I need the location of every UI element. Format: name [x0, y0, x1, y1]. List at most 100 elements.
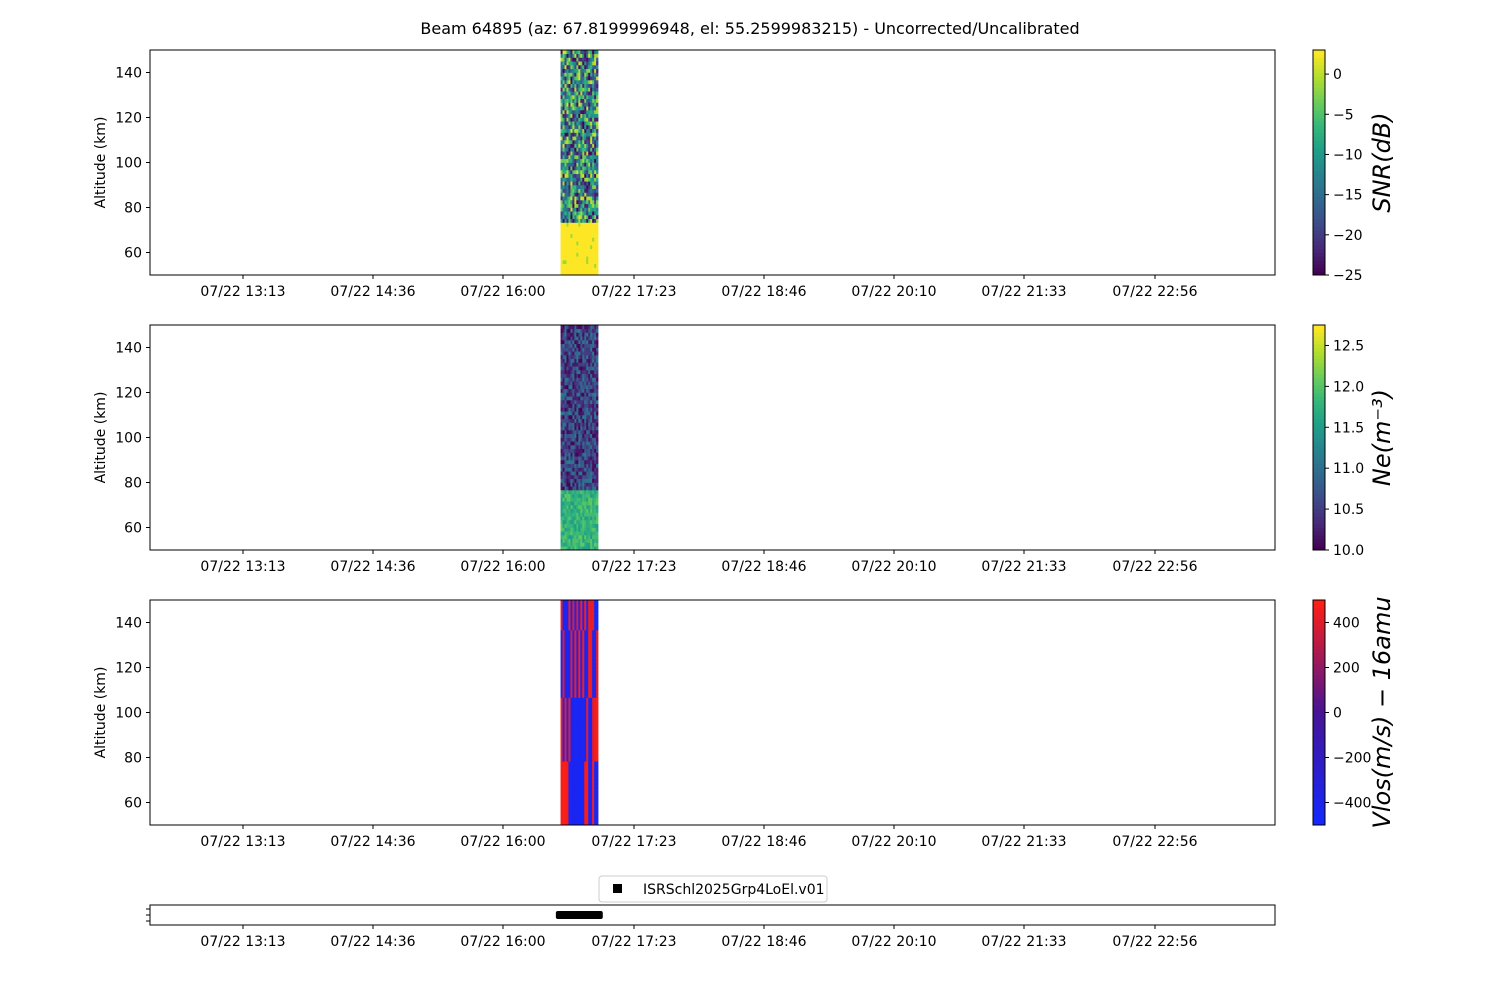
colorbar-tick-label: 0	[1333, 67, 1342, 83]
heatmap-cell	[574, 415, 577, 420]
heatmap-cell	[564, 508, 567, 513]
heatmap-cell	[570, 720, 573, 725]
heatmap-cell	[584, 471, 587, 476]
heatmap-cell	[574, 527, 577, 532]
heatmap-cell	[588, 671, 591, 676]
heatmap-cell	[560, 538, 563, 543]
heatmap-cell	[570, 727, 573, 732]
heatmap-cell	[562, 358, 565, 363]
heatmap-cell	[560, 203, 563, 208]
heatmap-cell	[562, 663, 565, 668]
heatmap-cell	[560, 381, 563, 386]
heatmap-cell	[584, 430, 587, 435]
heatmap-cell	[560, 806, 563, 811]
heatmap-cell	[596, 633, 599, 638]
heatmap-cell	[566, 248, 569, 253]
colorbar-segment	[1313, 196, 1325, 201]
heatmap-cell	[560, 757, 563, 762]
heatmap-cell	[596, 452, 599, 457]
heatmap-cell	[582, 72, 585, 77]
heatmap-cell	[586, 535, 589, 540]
heatmap-cell	[570, 162, 573, 167]
heatmap-cell	[588, 117, 591, 122]
heatmap-cell	[592, 633, 595, 638]
heatmap-cell	[594, 433, 597, 438]
heatmap-cell	[560, 445, 563, 450]
heatmap-cell	[592, 237, 595, 242]
heatmap-cell	[590, 207, 593, 212]
heatmap-cell	[568, 121, 571, 126]
heatmap-cell	[596, 671, 599, 676]
colorbar-segment	[1313, 128, 1325, 133]
heatmap-cell	[562, 798, 565, 803]
heatmap-cell	[572, 343, 575, 348]
heatmap-cell	[584, 388, 587, 393]
heatmap-cell	[572, 347, 575, 352]
heatmap-cell	[590, 508, 593, 513]
heatmap-cell	[570, 237, 573, 242]
heatmap-cell	[570, 441, 573, 446]
heatmap-cell	[572, 170, 575, 175]
heatmap-cell	[576, 615, 579, 620]
heatmap-cell	[572, 400, 575, 405]
heatmap-cell	[582, 626, 585, 631]
heatmap-cell	[584, 381, 587, 386]
heatmap-cell	[570, 218, 573, 223]
heatmap-cell	[560, 478, 563, 483]
heatmap-cell	[566, 358, 569, 363]
heatmap-cell	[566, 708, 569, 713]
heatmap-cell	[576, 535, 579, 540]
heatmap-cell	[560, 83, 563, 88]
heatmap-cell	[596, 486, 599, 491]
heatmap-cell	[596, 471, 599, 476]
heatmap-cell	[568, 445, 571, 450]
heatmap-cell	[578, 143, 581, 148]
heatmap-cell	[562, 50, 565, 55]
heatmap-cell	[578, 241, 581, 246]
heatmap-cell	[572, 600, 575, 605]
heatmap-cell	[578, 256, 581, 261]
heatmap-cell	[570, 140, 573, 145]
heatmap-cell	[594, 336, 597, 341]
heatmap-cell	[568, 222, 571, 227]
heatmap-cell	[578, 162, 581, 167]
heatmap-cell	[590, 603, 593, 608]
heatmap-cell	[576, 407, 579, 412]
heatmap-cell	[568, 486, 571, 491]
heatmap-cell	[578, 177, 581, 182]
heatmap-cell	[566, 260, 569, 265]
heatmap-cell	[594, 271, 597, 276]
heatmap-cell	[592, 806, 595, 811]
heatmap-cell	[562, 475, 565, 480]
heatmap-cell	[562, 817, 565, 822]
heatmap-cell	[572, 325, 575, 330]
heatmap-cell	[564, 256, 567, 261]
heatmap-cell	[562, 810, 565, 815]
heatmap-cell	[582, 787, 585, 792]
heatmap-cell	[586, 91, 589, 96]
heatmap-cell	[568, 188, 571, 193]
heatmap-cell	[580, 501, 583, 506]
heatmap-cell	[576, 531, 579, 536]
heatmap-cell	[588, 490, 591, 495]
heatmap-cell	[586, 373, 589, 378]
colorbar-tick-label: 11.0	[1333, 461, 1364, 477]
heatmap-cell	[580, 237, 583, 242]
heatmap-cell	[572, 252, 575, 257]
heatmap-cell	[564, 531, 567, 536]
heatmap-cell	[562, 83, 565, 88]
heatmap-cell	[588, 626, 591, 631]
heatmap-cell	[564, 607, 567, 612]
heatmap-cell	[592, 65, 595, 70]
heatmap-cell	[574, 233, 577, 238]
legend-label: ISRSchl2025Grp4LoEl.v01	[643, 882, 825, 898]
heatmap-cell	[592, 538, 595, 543]
heatmap-cell	[576, 113, 579, 118]
heatmap-cell	[594, 802, 597, 807]
heatmap-cell	[560, 508, 563, 513]
heatmap-cell	[574, 622, 577, 627]
heatmap-cell	[564, 325, 567, 330]
heatmap-cell	[572, 370, 575, 375]
colorbar-label: Ne(m⁻³)	[1368, 389, 1396, 486]
heatmap-cell	[574, 460, 577, 465]
